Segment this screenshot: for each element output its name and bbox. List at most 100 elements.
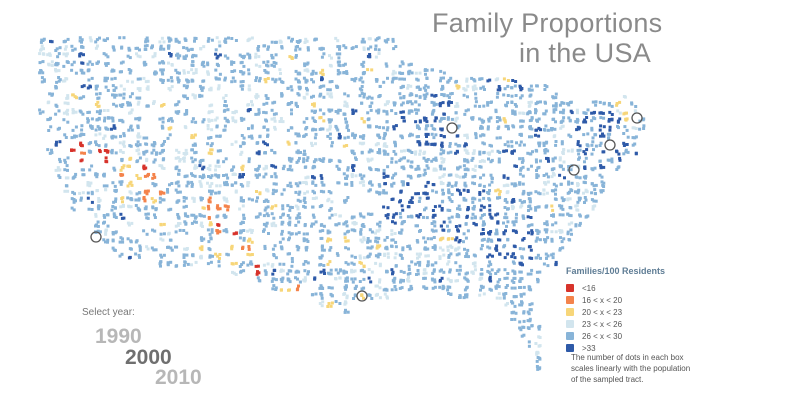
tract-dot [622,152,626,156]
tract-dot [434,261,438,265]
tract-dot [226,176,230,180]
tract-dot [70,136,74,140]
tract-dot [55,140,58,144]
tract-dot [450,237,454,241]
tract-dot [513,256,517,260]
tract-dot [152,100,156,104]
tract-dot [439,152,443,156]
tract-dot [462,296,466,300]
tract-dot [561,119,565,123]
tract-dot [289,126,293,130]
tract-dot [434,133,438,137]
tract-dot [246,252,250,256]
tract-dot [137,253,141,257]
tract-dot [602,125,606,129]
tract-dot [518,181,522,185]
tract-dot [515,164,518,168]
tract-dot [193,36,197,40]
tract-dot [343,300,347,304]
tract-dot [176,180,180,184]
tract-dot [399,278,403,282]
tract-dot [495,136,499,140]
tract-dot [254,264,258,268]
tract-dot [186,80,190,83]
tract-dot [486,127,490,131]
tract-dot [400,165,404,169]
tract-dot [353,221,357,224]
tract-dot [242,238,246,242]
tract-dot [361,80,365,84]
tract-dot [593,166,597,170]
tract-dot [310,72,314,76]
tract-dot [306,46,310,50]
tract-dot [71,48,75,52]
tract-dot [129,103,132,107]
tract-dot [312,215,316,219]
tract-dot [414,192,418,196]
tract-dot [440,93,444,96]
tract-dot [441,284,445,288]
tract-dot [190,213,194,217]
tract-dot [400,103,404,107]
tract-dot [590,198,594,202]
tract-dot [590,126,594,130]
tract-dot [274,278,278,282]
tract-dot [590,111,594,115]
tract-dot [158,262,162,266]
tract-dot [374,239,378,243]
tract-dot [137,197,141,201]
tract-dot [374,143,378,147]
tract-dot [255,96,258,100]
tract-dot [182,205,186,209]
tract-dot [146,189,150,193]
tract-dot [336,69,340,72]
tract-dot [112,88,116,92]
tract-dot [64,39,67,43]
tract-dot [391,279,395,283]
tract-dot [350,277,354,281]
tract-dot [46,148,50,152]
tract-dot [408,200,412,204]
tract-dot [616,166,620,170]
tract-dot [495,230,499,234]
tract-dot [550,175,554,179]
tract-dot [450,101,453,104]
tract-dot [392,47,396,51]
tract-dot [217,223,221,227]
tract-dot [406,100,410,104]
tract-dot [70,149,74,152]
tract-dot [410,215,414,219]
tract-dot [230,262,234,266]
tract-dot [433,220,437,224]
tract-dot [416,78,420,82]
tract-dot [153,213,156,217]
tract-dot [408,93,412,97]
tract-dot [542,128,546,131]
tract-dot [424,240,427,244]
tract-dot [486,125,490,129]
year-1990-button[interactable]: 1990 [95,325,142,348]
tract-dot [248,253,252,257]
tract-dot [88,60,92,64]
tract-dot [402,116,406,120]
tract-dot [162,40,166,44]
tract-dot [410,160,414,164]
tract-dot [366,68,370,72]
tract-dot [374,44,378,48]
tract-dot [527,231,530,235]
tract-dot [360,176,364,180]
tract-dot [239,183,243,186]
year-2000-button[interactable]: 2000 [125,346,172,369]
tract-dot [558,229,562,232]
year-2010-button[interactable]: 2010 [155,366,202,389]
tract-dot [183,94,187,98]
tract-dot [599,111,603,115]
tract-dot [370,270,374,274]
tract-dot [143,150,147,154]
tract-dot [368,105,372,108]
tract-dot [535,173,539,177]
tract-dot [175,71,179,75]
tract-dot [488,287,492,291]
tract-dot [448,144,452,148]
tract-dot [438,204,442,208]
